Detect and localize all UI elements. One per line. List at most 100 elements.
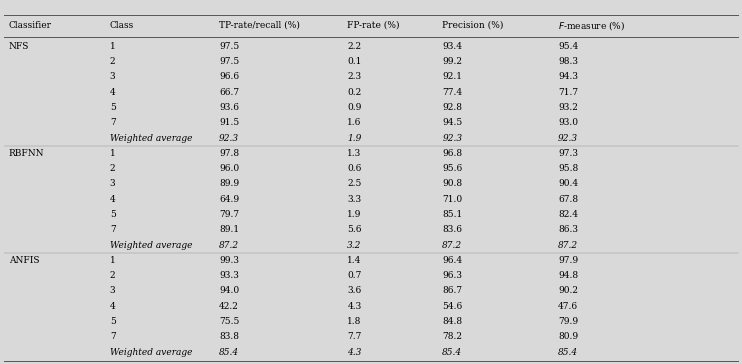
Text: 94.8: 94.8 bbox=[558, 271, 578, 280]
Text: 3.2: 3.2 bbox=[347, 241, 361, 250]
Text: 0.1: 0.1 bbox=[347, 57, 361, 66]
Text: 5.6: 5.6 bbox=[347, 225, 362, 234]
Text: 92.3: 92.3 bbox=[219, 134, 239, 143]
Text: 1.9: 1.9 bbox=[347, 134, 361, 143]
Text: $\it{F}$-measure (%): $\it{F}$-measure (%) bbox=[558, 19, 626, 32]
Text: 3.6: 3.6 bbox=[347, 286, 361, 296]
Text: Classifier: Classifier bbox=[9, 21, 52, 30]
Text: TP-rate/recall (%): TP-rate/recall (%) bbox=[219, 21, 300, 30]
Text: 85.1: 85.1 bbox=[442, 210, 462, 219]
Text: 71.0: 71.0 bbox=[442, 195, 462, 204]
Text: 92.3: 92.3 bbox=[442, 134, 462, 143]
Text: 47.6: 47.6 bbox=[558, 302, 578, 311]
Text: 97.9: 97.9 bbox=[558, 256, 578, 265]
Text: RBFNN: RBFNN bbox=[9, 149, 45, 158]
Text: Weighted average: Weighted average bbox=[110, 348, 192, 357]
Text: 86.7: 86.7 bbox=[442, 286, 462, 296]
Text: 1.9: 1.9 bbox=[347, 210, 361, 219]
Text: 79.9: 79.9 bbox=[558, 317, 578, 326]
Text: 85.4: 85.4 bbox=[219, 348, 239, 357]
Text: 91.5: 91.5 bbox=[219, 118, 239, 127]
Text: Class: Class bbox=[110, 21, 134, 30]
Text: 3: 3 bbox=[110, 286, 116, 296]
Text: 77.4: 77.4 bbox=[442, 88, 462, 97]
Text: 93.4: 93.4 bbox=[442, 42, 462, 51]
Text: 97.8: 97.8 bbox=[219, 149, 239, 158]
Text: 7: 7 bbox=[110, 118, 116, 127]
Text: Weighted average: Weighted average bbox=[110, 241, 192, 250]
Text: 67.8: 67.8 bbox=[558, 195, 578, 204]
Text: 4.3: 4.3 bbox=[347, 302, 361, 311]
Text: FP-rate (%): FP-rate (%) bbox=[347, 21, 400, 30]
Text: 93.0: 93.0 bbox=[558, 118, 578, 127]
Text: 98.3: 98.3 bbox=[558, 57, 578, 66]
Text: 83.8: 83.8 bbox=[219, 332, 239, 341]
Text: 93.2: 93.2 bbox=[558, 103, 578, 112]
Text: 94.0: 94.0 bbox=[219, 286, 239, 296]
Text: 95.8: 95.8 bbox=[558, 164, 578, 173]
Text: 96.3: 96.3 bbox=[442, 271, 462, 280]
Text: 90.4: 90.4 bbox=[558, 179, 578, 189]
Text: Precision (%): Precision (%) bbox=[442, 21, 504, 30]
Text: 3: 3 bbox=[110, 72, 116, 82]
Text: 93.3: 93.3 bbox=[219, 271, 239, 280]
Text: 78.2: 78.2 bbox=[442, 332, 462, 341]
Text: 7: 7 bbox=[110, 332, 116, 341]
Text: 0.2: 0.2 bbox=[347, 88, 361, 97]
Text: 4: 4 bbox=[110, 302, 116, 311]
Text: 42.2: 42.2 bbox=[219, 302, 239, 311]
Text: 95.4: 95.4 bbox=[558, 42, 578, 51]
Text: 75.5: 75.5 bbox=[219, 317, 239, 326]
Text: 5: 5 bbox=[110, 317, 116, 326]
Text: 85.4: 85.4 bbox=[442, 348, 462, 357]
Text: 0.9: 0.9 bbox=[347, 103, 361, 112]
Text: 89.1: 89.1 bbox=[219, 225, 239, 234]
Text: 1: 1 bbox=[110, 42, 116, 51]
Text: 89.9: 89.9 bbox=[219, 179, 239, 189]
Text: 83.6: 83.6 bbox=[442, 225, 462, 234]
Text: 79.7: 79.7 bbox=[219, 210, 239, 219]
Text: 64.9: 64.9 bbox=[219, 195, 239, 204]
Text: 92.3: 92.3 bbox=[558, 134, 578, 143]
Text: Weighted average: Weighted average bbox=[110, 134, 192, 143]
Text: ANFIS: ANFIS bbox=[9, 256, 39, 265]
Text: 99.2: 99.2 bbox=[442, 57, 462, 66]
Text: 2: 2 bbox=[110, 164, 116, 173]
Text: 84.8: 84.8 bbox=[442, 317, 462, 326]
Text: 87.2: 87.2 bbox=[558, 241, 578, 250]
Text: 0.6: 0.6 bbox=[347, 164, 361, 173]
Text: 1.3: 1.3 bbox=[347, 149, 361, 158]
Text: 66.7: 66.7 bbox=[219, 88, 239, 97]
Text: 95.6: 95.6 bbox=[442, 164, 462, 173]
Text: 3: 3 bbox=[110, 179, 116, 189]
Text: 80.9: 80.9 bbox=[558, 332, 578, 341]
Text: 7: 7 bbox=[110, 225, 116, 234]
Text: 1.6: 1.6 bbox=[347, 118, 361, 127]
Text: 92.8: 92.8 bbox=[442, 103, 462, 112]
Text: 93.6: 93.6 bbox=[219, 103, 239, 112]
Text: 94.5: 94.5 bbox=[442, 118, 462, 127]
Text: 85.4: 85.4 bbox=[558, 348, 578, 357]
Text: 96.0: 96.0 bbox=[219, 164, 239, 173]
Text: 4.3: 4.3 bbox=[347, 348, 361, 357]
Text: 54.6: 54.6 bbox=[442, 302, 462, 311]
Text: 96.6: 96.6 bbox=[219, 72, 239, 82]
Text: 2.3: 2.3 bbox=[347, 72, 361, 82]
Text: 82.4: 82.4 bbox=[558, 210, 578, 219]
Text: 2.2: 2.2 bbox=[347, 42, 361, 51]
Text: 4: 4 bbox=[110, 195, 116, 204]
Text: 94.3: 94.3 bbox=[558, 72, 578, 82]
Text: 96.4: 96.4 bbox=[442, 256, 462, 265]
Text: 90.8: 90.8 bbox=[442, 179, 462, 189]
Text: 97.3: 97.3 bbox=[558, 149, 578, 158]
Text: 4: 4 bbox=[110, 88, 116, 97]
Text: 97.5: 97.5 bbox=[219, 42, 239, 51]
Text: 86.3: 86.3 bbox=[558, 225, 578, 234]
Text: 3.3: 3.3 bbox=[347, 195, 361, 204]
Text: 1.4: 1.4 bbox=[347, 256, 361, 265]
Text: 96.8: 96.8 bbox=[442, 149, 462, 158]
Text: 71.7: 71.7 bbox=[558, 88, 578, 97]
Text: 2.5: 2.5 bbox=[347, 179, 361, 189]
Text: 7.7: 7.7 bbox=[347, 332, 361, 341]
Text: 90.2: 90.2 bbox=[558, 286, 578, 296]
